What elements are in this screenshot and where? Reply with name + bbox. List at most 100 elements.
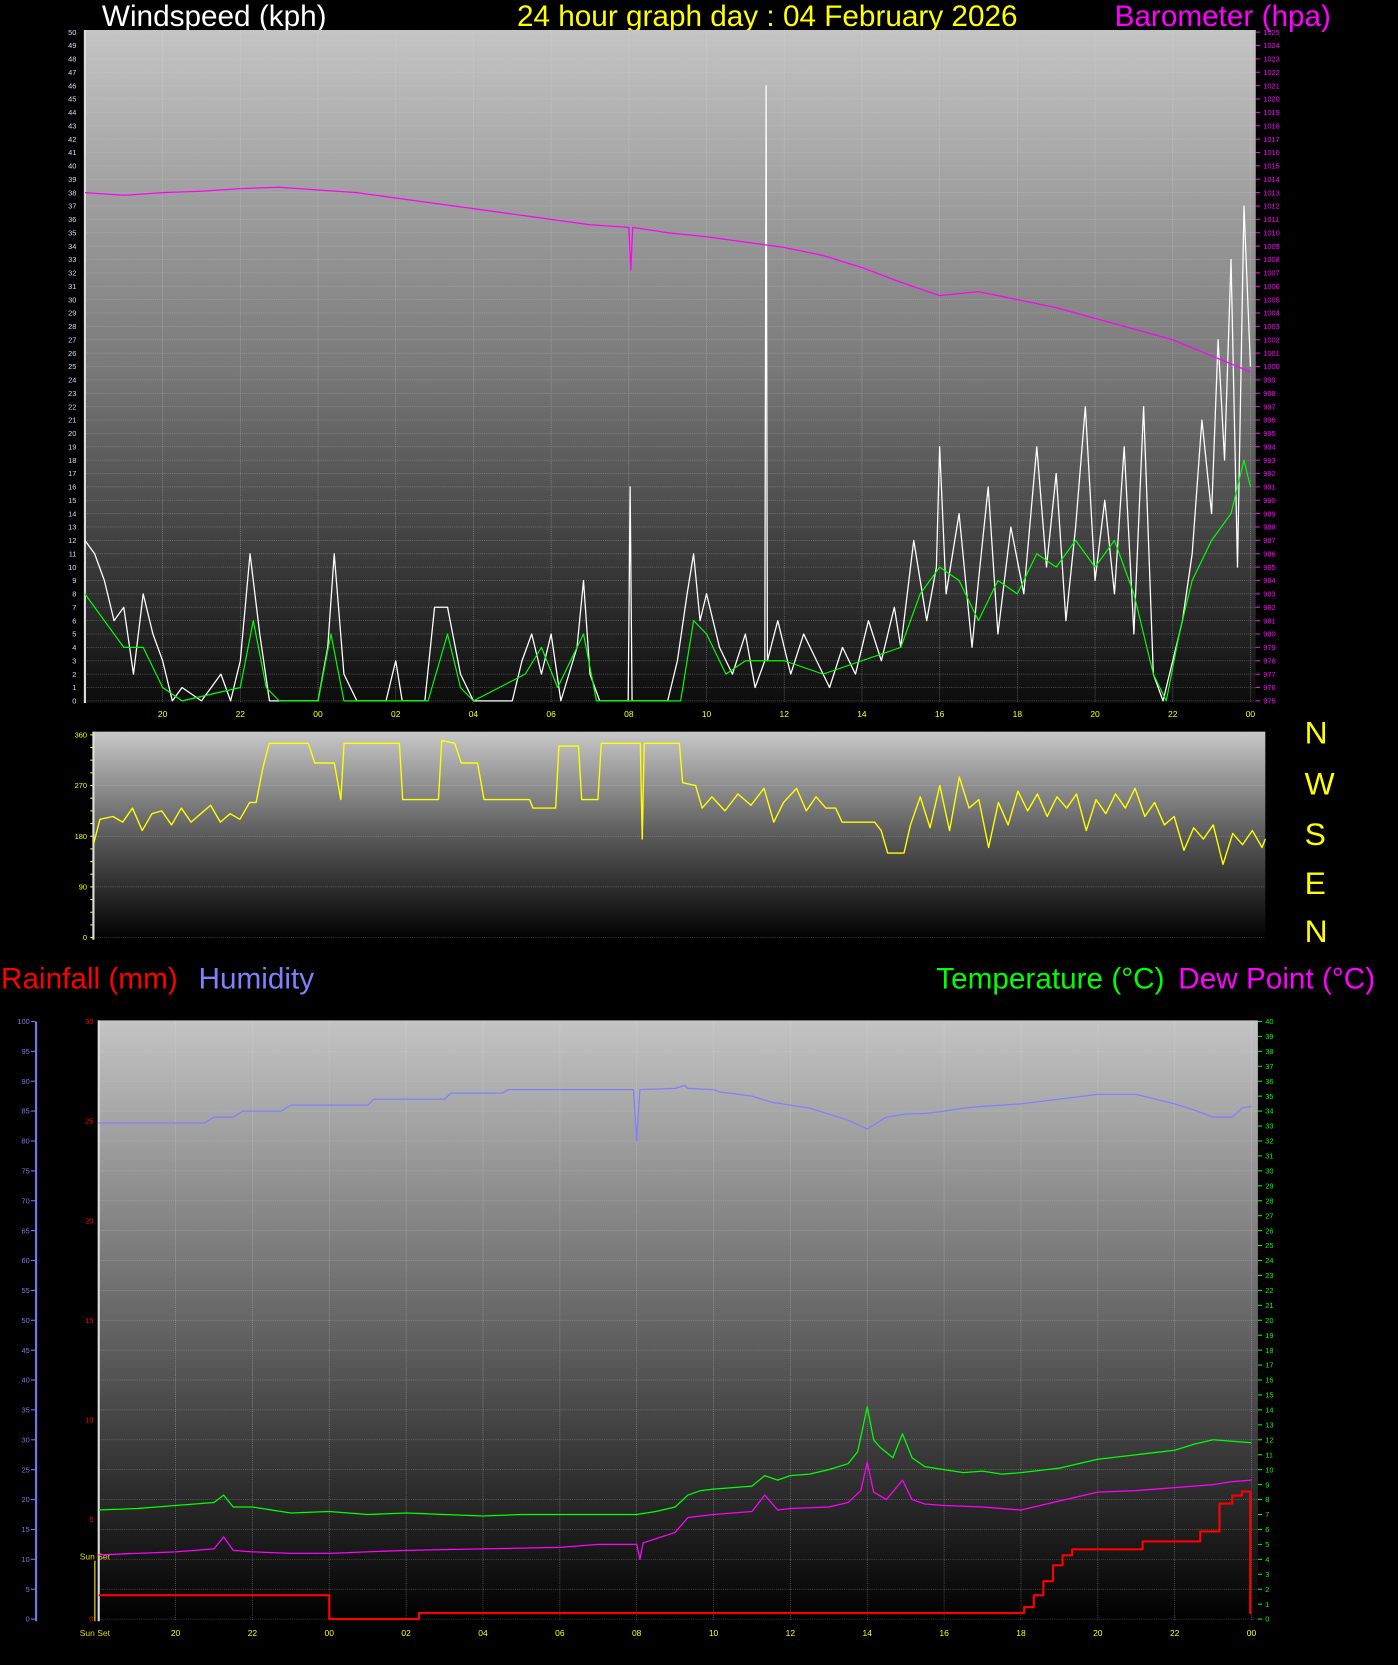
barometer-tick-label: 1009 <box>1263 242 1280 251</box>
humidity-tick-label: 60 <box>21 1256 29 1265</box>
x-tick-label: 06 <box>546 709 556 719</box>
windspeed-tick-label: 46 <box>68 81 76 90</box>
humidity-tick-label: 10 <box>21 1555 29 1564</box>
dewpoint-series-line <box>98 1461 1252 1560</box>
x-tick-label: 08 <box>632 1628 642 1638</box>
barometer-tick-label: 1014 <box>1263 175 1280 184</box>
barometer-tick-label: 1013 <box>1263 188 1280 197</box>
barometer-tick-label: 1010 <box>1263 228 1280 237</box>
x-tick-label: 22 <box>248 1628 258 1638</box>
windspeed-tick-label: 36 <box>68 215 76 224</box>
barometer-tick-label: 1007 <box>1263 269 1280 278</box>
compass-w: W <box>1305 765 1335 801</box>
humidity-tick-label: 95 <box>21 1047 29 1056</box>
temperature-tick-label: 26 <box>1265 1226 1273 1235</box>
barometer-tick-label: 978 <box>1263 656 1275 665</box>
direction-tick-label: 90 <box>79 883 87 892</box>
wind-plot-area <box>84 30 1256 703</box>
barometer-tick-label: 995 <box>1263 429 1275 438</box>
legend-dew-point: Dew Point (°C) <box>1178 963 1375 996</box>
temperature-tick-label: 20 <box>1265 1316 1273 1325</box>
temperature-tick-label: 35 <box>1265 1092 1273 1101</box>
windspeed-tick-label: 29 <box>68 309 76 318</box>
direction-tick-label: 0 <box>83 933 87 942</box>
x-tick-label: 10 <box>702 709 712 719</box>
barometer-tick-label: 998 <box>1263 389 1275 398</box>
rainfall-tick-label: 5 <box>89 1515 93 1524</box>
barometer-tick-label: 1002 <box>1263 335 1280 344</box>
humidity-tick-label: 75 <box>21 1167 29 1176</box>
gust-series-line <box>84 84 1252 702</box>
windspeed-tick-label: 34 <box>68 242 76 251</box>
barometer-tick-label: 994 <box>1263 442 1275 451</box>
temperature-tick-label: 4 <box>1265 1555 1269 1564</box>
barometer-tick-label: 993 <box>1263 456 1275 465</box>
windspeed-tick-label: 8 <box>72 590 76 599</box>
temperature-tick-label: 0 <box>1265 1615 1269 1624</box>
windspeed-tick-label: 35 <box>68 228 76 237</box>
humidity-tick-label: 55 <box>21 1286 29 1295</box>
direction-tick-label: 360 <box>75 730 87 739</box>
wind-direction-series-line <box>92 739 1266 866</box>
temperature-tick-label: 30 <box>1265 1167 1273 1176</box>
windspeed-tick-label: 30 <box>68 295 76 304</box>
barometer-tick-label: 983 <box>1263 590 1275 599</box>
x-tick-label: 10 <box>709 1628 719 1638</box>
temperature-tick-label: 38 <box>1265 1047 1273 1056</box>
barometer-tick-label: 1006 <box>1263 282 1280 291</box>
temperature-tick-label: 24 <box>1265 1256 1273 1265</box>
temperature-tick-label: 12 <box>1265 1435 1273 1444</box>
barometer-tick-label: 986 <box>1263 549 1275 558</box>
compass-e: E <box>1305 865 1326 901</box>
windspeed-tick-label: 28 <box>68 322 76 331</box>
barometer-tick-label: 999 <box>1263 376 1275 385</box>
humidity-tick-label: 90 <box>21 1077 29 1086</box>
barometer-tick-label: 980 <box>1263 630 1275 639</box>
temperature-tick-label: 6 <box>1265 1525 1269 1534</box>
temperature-tick-label: 8 <box>1265 1495 1269 1504</box>
windspeed-tick-label: 32 <box>68 269 76 278</box>
windspeed-tick-label: 45 <box>68 95 76 104</box>
windspeed-tick-label: 1 <box>72 683 76 692</box>
windspeed-tick-label: 12 <box>68 536 76 545</box>
x-tick-label: 02 <box>401 1628 411 1638</box>
temperature-tick-label: 17 <box>1265 1361 1273 1370</box>
windspeed-tick-label: 40 <box>68 162 76 171</box>
x-tick-label: 20 <box>171 1628 181 1638</box>
barometer-tick-label: 984 <box>1263 576 1275 585</box>
windspeed-tick-label: 42 <box>68 135 76 144</box>
legend-rainfall: Rainfall (mm) <box>1 963 178 996</box>
humidity-tick-label: 100 <box>17 1017 29 1026</box>
x-tick-label: 14 <box>857 709 867 719</box>
legend-temperature: Temperature (°C) <box>936 963 1164 996</box>
sun-set-label: Sun Set <box>80 1552 111 1562</box>
x-tick-label: 22 <box>1168 709 1178 719</box>
barometer-tick-label: 981 <box>1263 616 1275 625</box>
temperature-tick-label: 28 <box>1265 1196 1273 1205</box>
temperature-tick-label: 33 <box>1265 1122 1273 1131</box>
temperature-tick-label: 7 <box>1265 1510 1269 1519</box>
barometer-tick-label: 1020 <box>1263 95 1280 104</box>
x-tick-label: 18 <box>1013 709 1023 719</box>
temperature-tick-label: 21 <box>1265 1301 1273 1310</box>
direction-tick-label: 180 <box>75 832 87 841</box>
temperature-tick-label: 23 <box>1265 1271 1273 1280</box>
barometer-tick-label: 1005 <box>1263 295 1280 304</box>
humidity-tick-label: 40 <box>21 1376 29 1385</box>
x-tick-label: 00 <box>325 1628 335 1638</box>
x-tick-label: 00 <box>1246 709 1256 719</box>
x-tick-label: 14 <box>863 1628 873 1638</box>
windspeed-tick-label: 3 <box>72 656 76 665</box>
windspeed-tick-label: 43 <box>68 121 76 130</box>
barometer-tick-label: 996 <box>1263 416 1275 425</box>
temperature-tick-label: 13 <box>1265 1420 1273 1429</box>
x-tick-label: 00 <box>1247 1628 1257 1638</box>
rainfall-tick-label: 0 <box>89 1615 93 1624</box>
barometer-tick-label: 982 <box>1263 603 1275 612</box>
series <box>84 84 1266 1622</box>
x-tick-label: 12 <box>780 709 790 719</box>
barometer-tick-label: 1019 <box>1263 108 1280 117</box>
windspeed-tick-label: 17 <box>68 469 76 478</box>
rainfall-tick-label: 20 <box>85 1216 93 1225</box>
